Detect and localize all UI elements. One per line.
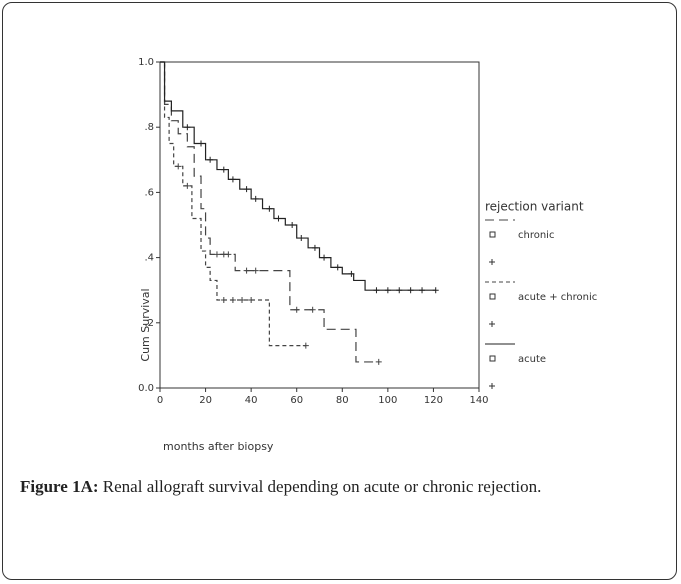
legend-plus xyxy=(489,383,495,389)
caption-label: Figure 1A: xyxy=(20,477,99,496)
censor-mark xyxy=(266,205,273,212)
x-tick-label: 20 xyxy=(199,395,212,406)
censor-mark xyxy=(248,296,255,303)
legend-square xyxy=(489,293,496,300)
censor-mark xyxy=(321,254,328,261)
legend-label: chronic xyxy=(518,230,554,241)
x-tick-label: 100 xyxy=(378,395,397,406)
plot-frame xyxy=(159,61,480,389)
y-tick-label: .4 xyxy=(144,253,154,264)
legend-label: acute xyxy=(518,354,546,365)
survival-line xyxy=(160,61,306,347)
censor-mark xyxy=(419,287,426,294)
y-tick-label: 1.0 xyxy=(138,57,154,68)
survival-line xyxy=(160,61,379,363)
censor-mark xyxy=(243,186,250,193)
censor-mark xyxy=(220,166,227,173)
censor-mark xyxy=(289,222,296,228)
censor-mark xyxy=(213,251,220,258)
legend-square xyxy=(489,231,496,238)
censor-mark xyxy=(184,124,191,131)
caption: Figure 1A: Renal allograft survival depe… xyxy=(20,474,662,499)
x-tick-label: 140 xyxy=(469,395,488,406)
censor-mark xyxy=(384,287,391,294)
censor-mark xyxy=(175,163,182,170)
x-tick-label: 80 xyxy=(336,395,349,406)
censor-mark xyxy=(229,296,236,303)
censor-mark xyxy=(220,296,227,303)
x-axis-label: months after biopsy xyxy=(163,440,274,453)
censor-mark xyxy=(396,287,403,294)
censor-mark xyxy=(239,296,246,303)
censor-mark xyxy=(275,215,282,222)
censor-mark xyxy=(298,235,305,242)
y-tick-label: 0.0 xyxy=(138,383,154,394)
censor-mark xyxy=(407,287,414,294)
censor-mark xyxy=(184,182,191,189)
x-tick-label: 120 xyxy=(424,395,443,406)
y-tick-label: .8 xyxy=(144,122,154,133)
censor-mark xyxy=(252,267,259,274)
legend-label: acute + chronic xyxy=(518,292,597,303)
y-tick-label: .6 xyxy=(144,187,154,198)
censor-mark xyxy=(348,270,355,277)
x-tick-label: 60 xyxy=(290,395,303,406)
censor-mark xyxy=(311,244,318,251)
y-tick-label: .2 xyxy=(144,318,154,329)
censor-mark xyxy=(375,358,382,365)
chart: months after biopsy Cum Survival rejecti… xyxy=(138,57,597,453)
censor-mark xyxy=(293,306,300,313)
legend-plus xyxy=(489,259,495,265)
censor-mark xyxy=(207,156,214,163)
censor-mark xyxy=(252,195,259,202)
censor-mark xyxy=(432,287,439,294)
censor-mark xyxy=(225,251,232,258)
x-tick-label: 40 xyxy=(245,395,258,406)
legend-plus xyxy=(489,321,495,327)
x-tick-label: 0 xyxy=(157,395,163,406)
legend-square xyxy=(489,355,496,362)
censor-mark xyxy=(309,306,316,313)
caption-text: Renal allograft survival depending on ac… xyxy=(102,477,542,496)
censor-mark xyxy=(229,176,236,183)
censor-mark xyxy=(334,264,341,271)
legend-title: rejection variant xyxy=(485,200,584,214)
y-axis-label: Cum Survival xyxy=(139,288,152,361)
censor-mark xyxy=(302,342,309,349)
censor-mark xyxy=(243,267,250,274)
censor-mark xyxy=(198,140,205,147)
censor-mark xyxy=(373,287,380,294)
